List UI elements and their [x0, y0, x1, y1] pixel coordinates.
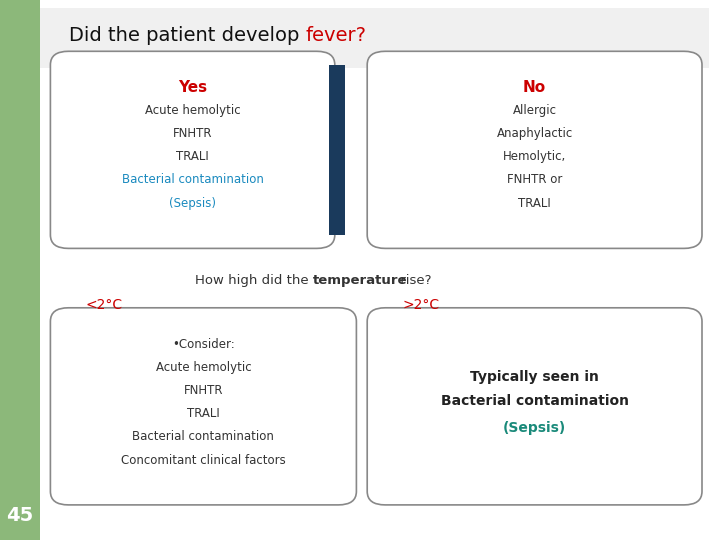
FancyBboxPatch shape [367, 51, 702, 248]
Text: FNHTR or: FNHTR or [507, 173, 562, 186]
FancyBboxPatch shape [50, 51, 335, 248]
Text: Yes: Yes [178, 80, 207, 95]
FancyBboxPatch shape [330, 65, 346, 235]
FancyBboxPatch shape [367, 308, 702, 505]
Text: >2°C: >2°C [402, 298, 440, 312]
FancyBboxPatch shape [50, 308, 356, 505]
Text: fever?: fever? [306, 25, 367, 45]
Text: TRALI: TRALI [518, 197, 551, 210]
Text: Anaphylactic: Anaphylactic [497, 127, 572, 140]
Text: Allergic: Allergic [513, 104, 557, 117]
Text: (Sepsis): (Sepsis) [169, 197, 216, 210]
Text: temperature: temperature [313, 274, 408, 287]
Text: Acute hemolytic: Acute hemolytic [156, 361, 251, 374]
FancyBboxPatch shape [0, 0, 40, 540]
Text: FNHTR: FNHTR [173, 127, 212, 140]
Text: Acute hemolytic: Acute hemolytic [145, 104, 240, 117]
Text: Hemolytic,: Hemolytic, [503, 150, 566, 163]
Text: How high did the: How high did the [195, 274, 313, 287]
Text: Concomitant clinical factors: Concomitant clinical factors [121, 454, 286, 467]
Text: rise?: rise? [396, 274, 431, 287]
Text: FNHTR: FNHTR [184, 384, 223, 397]
FancyBboxPatch shape [40, 8, 709, 68]
Text: Bacterial contamination: Bacterial contamination [441, 394, 629, 408]
Text: •Consider:: •Consider: [172, 338, 235, 350]
Text: 45: 45 [6, 506, 33, 525]
Text: (Sepsis): (Sepsis) [503, 421, 566, 435]
Text: Typically seen in: Typically seen in [470, 370, 599, 383]
Text: Did the patient develop: Did the patient develop [69, 25, 306, 45]
Text: Bacterial contamination: Bacterial contamination [122, 173, 264, 186]
Text: No: No [523, 80, 546, 95]
Text: <2°C: <2°C [86, 298, 123, 312]
Text: TRALI: TRALI [187, 407, 220, 420]
Text: TRALI: TRALI [176, 150, 209, 163]
Text: Bacterial contamination: Bacterial contamination [132, 430, 274, 443]
